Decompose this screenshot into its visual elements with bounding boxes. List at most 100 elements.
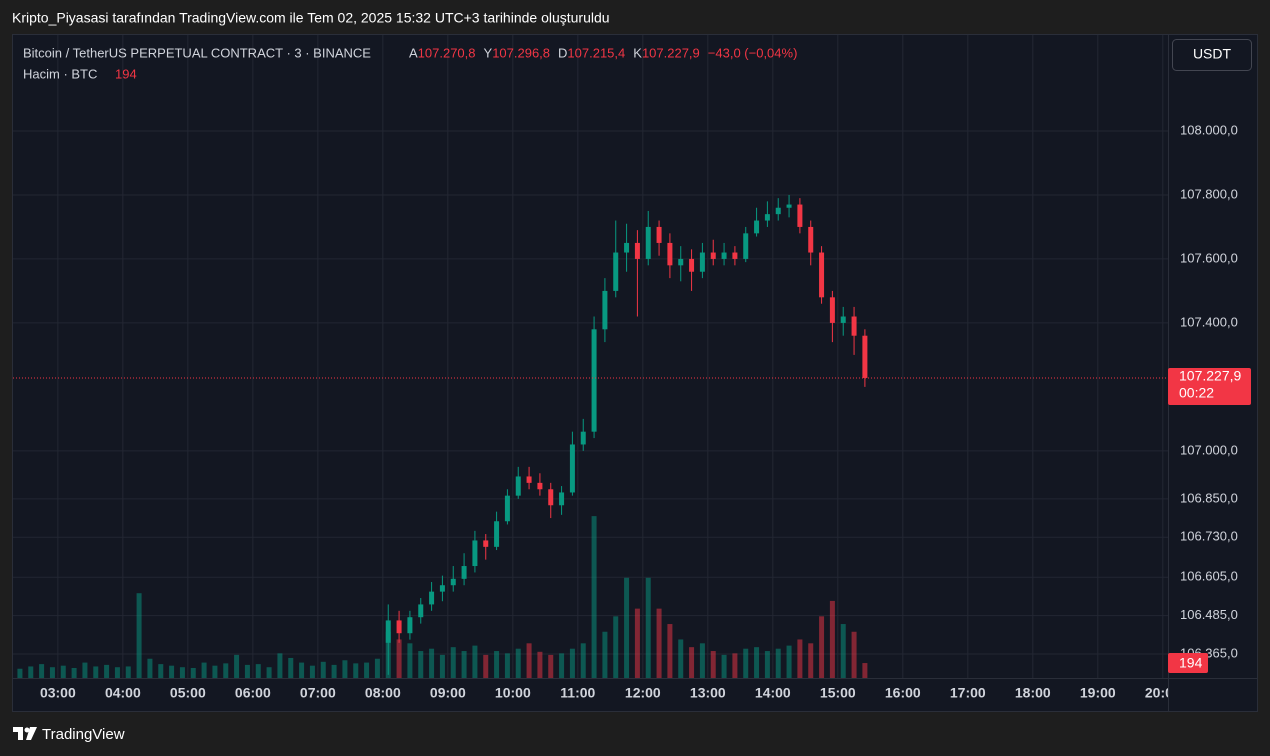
ohlc-value: 107.296,8 [492,45,550,60]
volume-bar [515,648,521,678]
candle-body [645,226,651,259]
brand: TradingView [42,726,125,743]
candle-body [515,476,521,496]
volume-bar [407,643,413,678]
candle-body [526,476,532,483]
candle-body [732,252,738,259]
candle-body [699,252,705,272]
x-tick-label: 05:00 [170,685,206,701]
volume-bar [569,648,575,678]
volume-bar [743,648,749,678]
volume-label: 194 [1179,655,1203,671]
volume-bar [60,665,66,678]
currency-button[interactable] [1172,39,1252,71]
volume-bar [266,667,272,678]
volume-bar [808,643,814,678]
volume-bar [277,653,283,678]
volume-bar [190,667,196,678]
volume-bar [689,647,695,678]
candle-body [689,258,695,272]
candle-body [483,540,489,547]
ohlc-value: 107.227,9 [642,45,700,60]
candle-body [721,252,727,259]
volume-bar [461,651,467,678]
volume-bar [862,663,868,678]
y-tick-label: 106.850,0 [1180,490,1238,505]
candle-body [764,214,770,221]
candle-body [754,220,760,234]
y-tick-label: 106.485,0 [1180,607,1238,622]
candle-body [819,252,825,298]
volume-bar [364,662,370,678]
candle-body [396,620,402,634]
x-tick-label: 15:00 [820,685,856,701]
volume-bar [244,664,250,678]
volume-bar [212,665,218,678]
tradingview-logo [13,727,37,740]
volume-bar [223,663,229,678]
volume-bar [710,651,716,678]
volume-bar [537,651,543,678]
volume-bar [49,667,55,678]
volume-bar [309,665,315,678]
volume-bar [17,668,23,678]
candle-body [743,233,749,259]
volume-bar [169,665,175,678]
volume-bar [494,651,500,678]
volume-bar [320,661,326,678]
countdown: 00:22 [1179,385,1214,401]
candle-body [710,252,716,259]
volume-bar [840,624,846,678]
x-tick-label: 06:00 [235,685,271,701]
volume-bar [439,654,445,678]
ohlc-letter: A [409,45,418,60]
volume-legend-value: 194 [115,66,137,81]
volume-bar [104,664,110,678]
x-tick-label: 08:00 [365,685,401,701]
currency[interactable]: USDT [1193,46,1232,62]
y-tick-label: 107.800,0 [1180,186,1238,201]
volume-bar [353,663,359,678]
candle-body [504,495,510,522]
y-tick-label: 107.600,0 [1180,250,1238,265]
volume-bar [504,653,510,678]
candle-body [862,335,868,378]
caption: Kripto_Piyasasi tarafından TradingView.c… [12,10,610,26]
chart-panel [12,34,1258,712]
volume-bar [450,647,456,678]
symbol: Bitcoin / TetherUS PERPETUAL CONTRACT · … [23,45,371,60]
candle-body [851,316,857,336]
candle-body [450,578,456,586]
volume-bar [472,645,478,678]
candle-body [829,297,835,323]
volume-bar [548,654,554,678]
volume-bar [179,667,185,678]
volume-bar [699,643,705,678]
candle-body [472,540,478,567]
volume-bar [602,631,608,678]
last-price-box [1168,367,1251,405]
volume-bar [732,653,738,678]
volume-bar [429,648,435,678]
candle-body [624,242,630,253]
ohlc-letter: K [633,45,642,60]
candle-body [461,566,467,579]
volume-bar [125,666,131,678]
ohlc-letter: Y [484,45,493,60]
volume-bar [526,643,532,678]
volume-title: Hacim · BTC [23,66,97,81]
ohlc-value: 107.215,4 [567,45,625,60]
volume-bar [580,643,586,678]
volume-bar [418,651,424,678]
candle-body [840,316,846,323]
volume-bar [342,660,348,678]
x-tick-label: 19:00 [1080,685,1116,701]
volume-bar [591,516,597,678]
x-tick-label: 16:00 [885,685,921,701]
volume-bar [613,616,619,678]
x-tick-label: 07:00 [300,685,336,701]
ohlc-value: 107.270,8 [418,45,476,60]
ohlc-letter: D [558,45,567,60]
change: −43,0 (−0,04%) [708,45,798,60]
volume-bar [754,647,760,678]
